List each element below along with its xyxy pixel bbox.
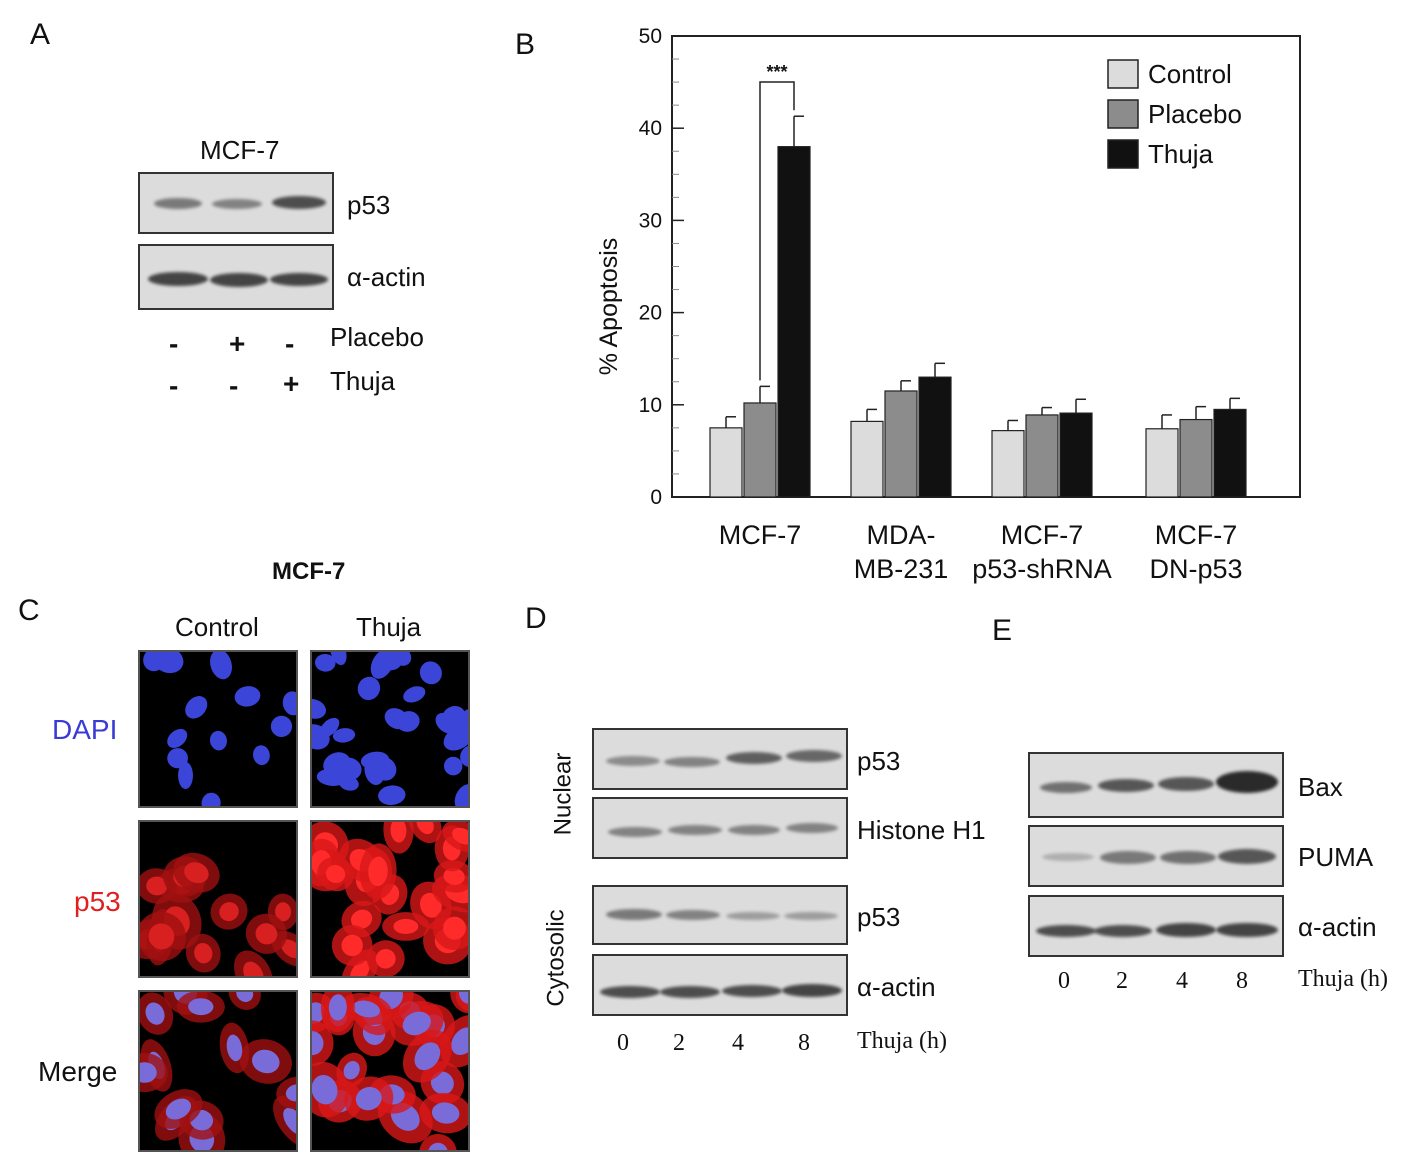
y-tick-label: 0: [650, 486, 662, 509]
legend-label-thuja: Thuja: [1148, 139, 1214, 169]
panel-e-time-2: 2: [1116, 968, 1128, 994]
panel-e-label-bax: Bax: [1298, 772, 1343, 802]
x-category-label: MB-231: [854, 554, 949, 584]
apoptosis-bar-chart: 0 10 20 30 40 50 % Apoptosis MCF-7 MDA- MB-231 MCF…: [595, 25, 1301, 584]
panel-d-label-p53-nuclear: p53: [857, 746, 901, 776]
panel-a-letter: A: [30, 18, 51, 51]
micrograph-merge-thuja: [310, 990, 470, 1152]
legend-swatch-placebo: [1107, 99, 1139, 129]
panel-a-blot-p53: [138, 172, 334, 234]
panel-e-blot-actin: [1028, 895, 1284, 957]
panel-a-placebo-sign-2: +: [229, 328, 246, 359]
panel-c-title: MCF-7: [272, 558, 346, 585]
panel-a-blot-actin: [138, 244, 334, 310]
panel-d-label-p53-cytosolic: p53: [857, 902, 901, 932]
panel-a-thuja-sign-3: +: [283, 368, 300, 399]
panel-c-row-dapi: DAPI: [52, 714, 118, 745]
panel-c-letter: C: [18, 594, 40, 627]
bar-control: [709, 427, 743, 498]
bar-placebo: [884, 390, 918, 498]
legend-label-control: Control: [1148, 59, 1232, 89]
y-tick-label: 50: [639, 25, 662, 48]
x-category-label: MCF-7: [719, 520, 802, 550]
panel-d-time-0: 0: [617, 1030, 629, 1056]
x-category-label: DN-p53: [1149, 554, 1242, 584]
bar-control: [1145, 428, 1179, 498]
panel-d-group-cytosolic: Cytosolic: [542, 909, 570, 1007]
panel-c-row-p53: p53: [74, 886, 121, 917]
legend-swatch-thuja: [1107, 139, 1139, 169]
panel-a-label-actin: α-actin: [347, 262, 426, 292]
panel-e-letter: E: [992, 614, 1013, 647]
panel-a-placebo-sign-3: -: [285, 328, 295, 359]
bar-thuja: [1213, 408, 1247, 498]
panel-e-time-label: Thuja (h): [1298, 966, 1388, 992]
panel-d-blot-histone: [592, 797, 848, 859]
panel-a-placebo-label: Placebo: [330, 322, 424, 352]
micrograph-p53-control: [138, 820, 298, 978]
panel-c-row-merge: Merge: [38, 1056, 118, 1087]
panel-d-group-nuclear: Nuclear: [549, 752, 577, 836]
bar-placebo: [743, 402, 777, 498]
panel-d-letter: D: [525, 602, 547, 635]
bar-thuja: [1059, 412, 1093, 498]
panel-d-time-8: 8: [798, 1030, 810, 1056]
micrograph-dapi-control: [138, 650, 298, 808]
y-tick-label: 40: [639, 117, 662, 140]
y-axis-label: % Apoptosis: [595, 238, 623, 376]
panel-d-blot-nuclear-p53: [592, 728, 848, 790]
panel-b-letter: B: [515, 28, 536, 61]
panel-a-thuja-label: Thuja: [330, 366, 396, 396]
bar-thuja: [918, 376, 952, 498]
significance-bracket: [759, 81, 795, 381]
y-tick-label: 10: [639, 394, 662, 417]
y-tick-label: 30: [639, 209, 662, 232]
panel-c-col-control: Control: [175, 612, 259, 642]
panel-e-label-actin: α-actin: [1298, 912, 1377, 942]
panel-a-label-p53: p53: [347, 190, 391, 220]
panel-e-blot-bax: [1028, 752, 1284, 818]
panel-d-time-4: 4: [732, 1030, 744, 1056]
significance-marker: ***: [766, 62, 787, 82]
panel-a-thuja-sign-1: -: [169, 370, 179, 401]
panel-d-time-label: Thuja (h): [857, 1028, 947, 1054]
panel-a-thuja-sign-2: -: [229, 370, 239, 401]
x-category-label: p53-shRNA: [972, 554, 1112, 584]
panel-d-blot-cytosolic-p53: [592, 885, 848, 945]
legend-label-placebo: Placebo: [1148, 99, 1242, 129]
panel-c-col-thuja: Thuja: [356, 612, 422, 642]
panel-e-label-puma: PUMA: [1298, 842, 1374, 872]
panel-e-blot-puma: [1028, 825, 1284, 887]
bar-control: [850, 420, 884, 498]
panel-e-time-8: 8: [1236, 968, 1248, 994]
micrograph-merge-control: [138, 990, 298, 1152]
bar-placebo: [1179, 418, 1213, 498]
micrograph-p53-thuja: [310, 820, 470, 978]
y-tick-label: 20: [639, 302, 662, 325]
bar-thuja: [777, 146, 811, 498]
panel-d-blot-actin: [592, 954, 848, 1016]
bar-placebo: [1025, 414, 1059, 498]
panel-a-placebo-sign-1: -: [169, 328, 179, 359]
x-category-label: MDA-: [867, 520, 936, 550]
panel-d-time-2: 2: [673, 1030, 685, 1056]
panel-a-cell-line: MCF-7: [200, 135, 280, 165]
panel-d-label-actin: α-actin: [857, 972, 936, 1002]
panel-e-time-0: 0: [1058, 968, 1070, 994]
panel-e-time-4: 4: [1176, 968, 1188, 994]
micrograph-dapi-thuja: [310, 650, 470, 808]
legend-swatch-control: [1107, 59, 1139, 89]
panel-d-label-histone: Histone H1: [857, 815, 986, 845]
bar-control: [991, 430, 1025, 498]
x-category-label: MCF-7: [1155, 520, 1238, 550]
x-category-label: MCF-7: [1001, 520, 1084, 550]
